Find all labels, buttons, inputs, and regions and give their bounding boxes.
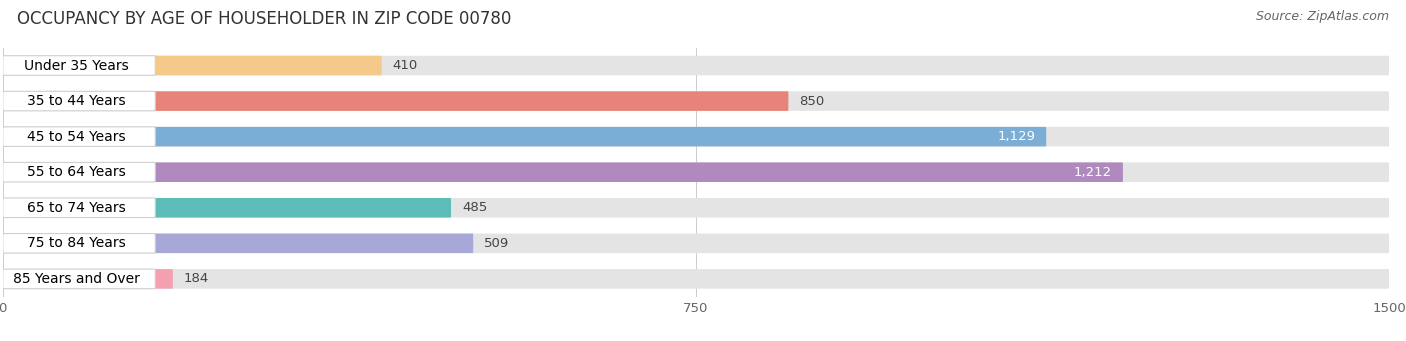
Text: 485: 485: [463, 201, 488, 214]
FancyBboxPatch shape: [3, 56, 1389, 75]
Text: 45 to 54 Years: 45 to 54 Years: [27, 130, 125, 144]
Text: 184: 184: [184, 272, 209, 285]
FancyBboxPatch shape: [3, 91, 1389, 111]
FancyBboxPatch shape: [3, 91, 789, 111]
Text: 509: 509: [484, 237, 509, 250]
FancyBboxPatch shape: [3, 127, 1389, 146]
FancyBboxPatch shape: [3, 269, 173, 289]
Text: 1,212: 1,212: [1074, 166, 1112, 179]
FancyBboxPatch shape: [3, 234, 1389, 253]
FancyBboxPatch shape: [3, 198, 155, 218]
FancyBboxPatch shape: [3, 162, 155, 182]
Text: 55 to 64 Years: 55 to 64 Years: [27, 165, 125, 179]
Text: 850: 850: [800, 94, 825, 107]
FancyBboxPatch shape: [3, 56, 155, 75]
Text: Under 35 Years: Under 35 Years: [24, 59, 128, 73]
FancyBboxPatch shape: [3, 269, 155, 289]
Text: 65 to 74 Years: 65 to 74 Years: [27, 201, 125, 215]
FancyBboxPatch shape: [3, 234, 474, 253]
FancyBboxPatch shape: [3, 162, 1389, 182]
FancyBboxPatch shape: [3, 198, 1389, 218]
FancyBboxPatch shape: [3, 198, 451, 218]
FancyBboxPatch shape: [3, 91, 155, 111]
Text: 410: 410: [392, 59, 418, 72]
FancyBboxPatch shape: [3, 127, 1046, 146]
Text: Source: ZipAtlas.com: Source: ZipAtlas.com: [1256, 10, 1389, 23]
Text: 35 to 44 Years: 35 to 44 Years: [27, 94, 125, 108]
Text: 85 Years and Over: 85 Years and Over: [13, 272, 139, 286]
Text: 1,129: 1,129: [997, 130, 1035, 143]
FancyBboxPatch shape: [3, 56, 382, 75]
Text: 75 to 84 Years: 75 to 84 Years: [27, 236, 125, 250]
FancyBboxPatch shape: [3, 127, 155, 146]
FancyBboxPatch shape: [3, 269, 1389, 289]
Text: OCCUPANCY BY AGE OF HOUSEHOLDER IN ZIP CODE 00780: OCCUPANCY BY AGE OF HOUSEHOLDER IN ZIP C…: [17, 10, 512, 28]
FancyBboxPatch shape: [3, 162, 1123, 182]
FancyBboxPatch shape: [3, 234, 155, 253]
